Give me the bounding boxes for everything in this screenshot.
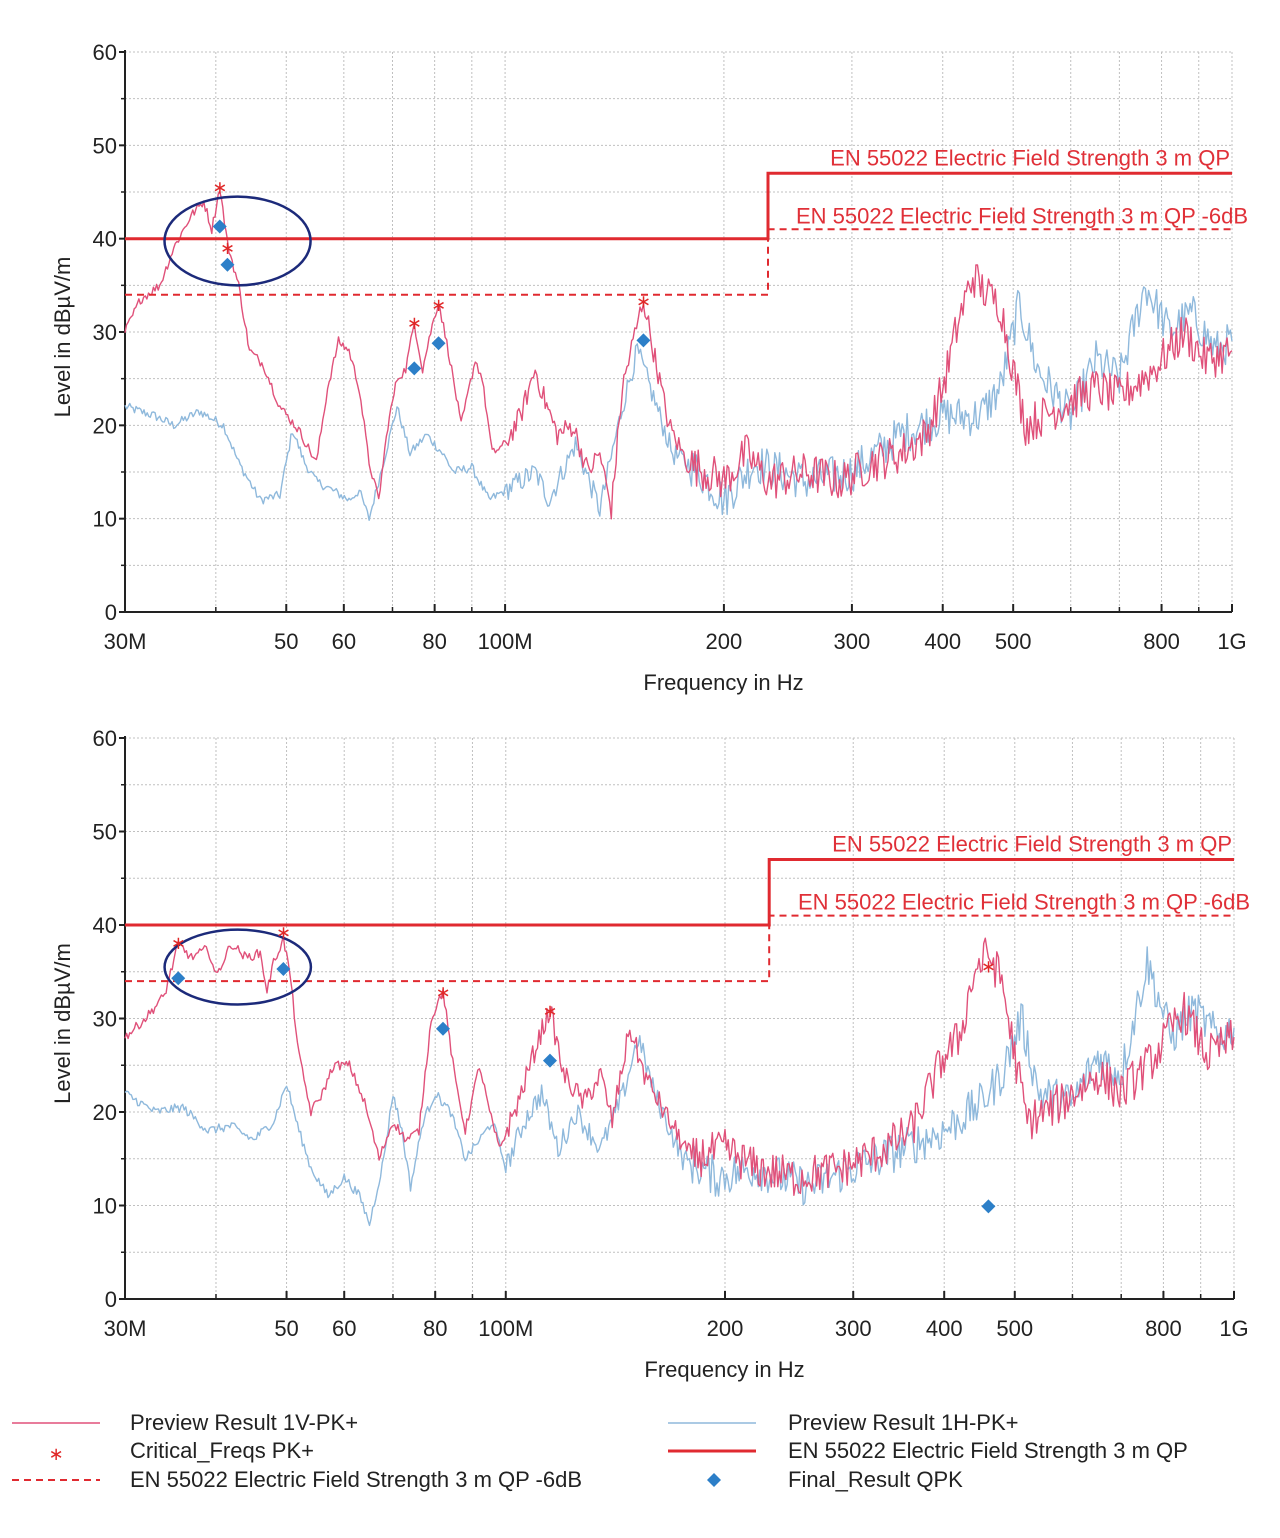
- final-result-marker: [436, 1021, 451, 1036]
- final-result-marker: [220, 257, 235, 272]
- y-tick-label: 50: [93, 133, 117, 158]
- y-tick-label: 40: [93, 227, 117, 252]
- critical-freq-marker: ∗: [212, 177, 227, 198]
- x-tick-label: 300: [834, 629, 871, 654]
- limit-qp-label: EN 55022 Electric Field Strength 3 m QP: [830, 145, 1230, 170]
- x-tick-label: 100M: [478, 629, 533, 654]
- x-tick-label: 800: [1145, 1316, 1182, 1341]
- grid: [124, 737, 1235, 1300]
- y-tick-label: 50: [93, 820, 117, 845]
- y-tick-label: 60: [93, 726, 117, 751]
- x-tick-label: 800: [1143, 629, 1180, 654]
- critical-freq-marker: ∗: [542, 1001, 557, 1022]
- limit-qp-label: EN 55022 Electric Field Strength 3 m QP: [832, 832, 1232, 857]
- legend-label: Final_Result QPK: [788, 1467, 963, 1492]
- legend: Preview Result 1V-PK+ Preview Result 1H-P…: [12, 1410, 1188, 1492]
- critical-freq-marker: ∗: [171, 933, 186, 954]
- critical-freq-marker: ∗: [981, 956, 996, 977]
- x-tick-label: 60: [332, 1316, 356, 1341]
- critical-freq-marker: ∗: [636, 291, 651, 312]
- final-result-marker: [407, 361, 422, 376]
- x-tick-label: 500: [995, 629, 1032, 654]
- legend-swatch-diamond: [707, 1473, 721, 1487]
- y-tick-label: 20: [93, 413, 117, 438]
- legend-label: Preview Result 1V-PK+: [130, 1410, 358, 1435]
- trace-horizontal: [124, 286, 1233, 521]
- x-tick-label: 400: [926, 1316, 963, 1341]
- x-tick-label: 500: [996, 1316, 1033, 1341]
- y-tick-label: 60: [93, 40, 117, 65]
- x-tick-label: 30M: [104, 629, 147, 654]
- legend-label: EN 55022 Electric Field Strength 3 m QP: [788, 1438, 1188, 1463]
- y-tick-label: 20: [93, 1100, 117, 1125]
- limit-qp-6db-label: EN 55022 Electric Field Strength 3 m QP …: [798, 890, 1250, 915]
- limit-qp-6db-line: [125, 914, 1234, 983]
- legend-label: EN 55022 Electric Field Strength 3 m QP …: [130, 1467, 582, 1492]
- legend-label: Critical_Freqs PK+: [130, 1438, 314, 1463]
- y-tick-label: 0: [105, 600, 117, 625]
- critical-freq-marker: ∗: [435, 982, 450, 1003]
- legend-label: Preview Result 1H-PK+: [788, 1410, 1018, 1435]
- y-tick-label: 30: [93, 320, 117, 345]
- x-tick-label: 50: [274, 629, 298, 654]
- x-tick-label: 100M: [478, 1316, 533, 1341]
- final-result-marker: [542, 1053, 557, 1068]
- x-tick-label: 60: [332, 629, 356, 654]
- final-result-marker: [431, 336, 446, 351]
- x-tick-label: 50: [274, 1316, 298, 1341]
- legend-diamond-icon: [707, 1473, 721, 1487]
- critical-freq-marker: ∗: [276, 923, 291, 944]
- x-tick-label: 400: [924, 629, 961, 654]
- critical-freq-marker: ∗: [431, 295, 446, 316]
- y-tick-label: 40: [93, 913, 117, 938]
- x-tick-label: 300: [835, 1316, 872, 1341]
- limit-qp-6db-label: EN 55022 Electric Field Strength 3 m QP …: [796, 203, 1248, 228]
- x-tick-label: 200: [707, 1316, 744, 1341]
- x-axis-label: Frequency in Hz: [643, 670, 803, 695]
- top-chart: 0 10 20 30 40 50 60 30M 50 60 80 100M 200 300 400 500 80…: [50, 40, 1248, 695]
- limit-qp-line: [125, 858, 1234, 927]
- y-tick-label: 0: [105, 1287, 117, 1312]
- trace-horizontal: [124, 946, 1235, 1227]
- final-result-marker: [212, 219, 227, 234]
- final-result-marker: [636, 333, 651, 348]
- x-tick-label: 1G: [1219, 1316, 1248, 1341]
- bottom-chart: 0 10 20 30 40 50 60 30M 50 60 80 100M 200 300 400 500 80…: [50, 726, 1250, 1382]
- y-axis-label: Level in dBµV/m: [50, 257, 75, 418]
- limit-qp-line: [125, 171, 1232, 241]
- x-tick-label: 200: [706, 629, 743, 654]
- trace-vertical: [124, 935, 1235, 1196]
- highlight-ellipse: [163, 195, 312, 287]
- x-axis-label: Frequency in Hz: [644, 1357, 804, 1382]
- critical-freq-marker: ∗: [220, 238, 235, 259]
- trace-vertical: [124, 190, 1233, 520]
- y-tick-label: 10: [93, 507, 117, 532]
- final-result-marker: [276, 961, 291, 976]
- final-result-marker: [171, 971, 186, 986]
- x-tick-label: 80: [423, 1316, 447, 1341]
- final-result-marker: [981, 1199, 996, 1214]
- limit-qp-6db-line: [125, 228, 1232, 296]
- legend-star-icon: ∗: [48, 1444, 63, 1465]
- x-tick-label: 80: [422, 629, 446, 654]
- critical-freq-marker: ∗: [407, 313, 422, 334]
- grid: [124, 51, 1233, 613]
- highlight-ellipse: [163, 928, 313, 1006]
- x-tick-label: 1G: [1217, 629, 1246, 654]
- y-tick-label: 30: [93, 1007, 117, 1032]
- y-tick-label: 10: [93, 1194, 117, 1219]
- x-tick-label: 30M: [104, 1316, 147, 1341]
- legend-swatch-star: ∗: [48, 1444, 63, 1465]
- y-axis-label: Level in dBµV/m: [50, 943, 75, 1104]
